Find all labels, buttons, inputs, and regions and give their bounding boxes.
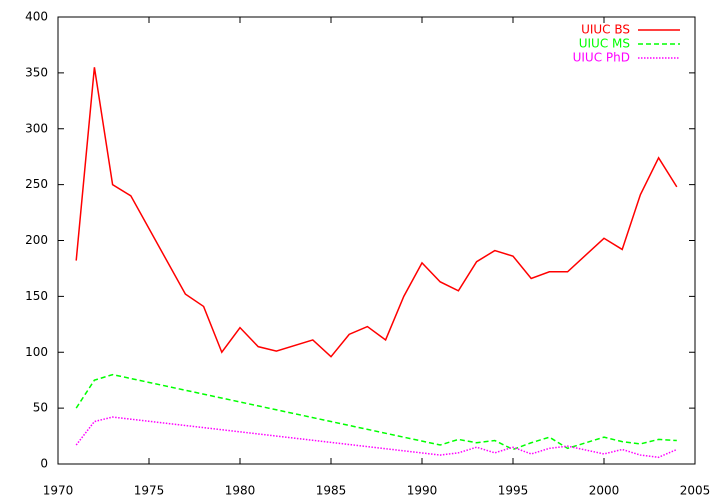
series-line — [75, 67, 678, 358]
y-tick-label: 150 — [25, 289, 48, 303]
y-tick-label: 250 — [25, 177, 48, 191]
y-tick-label: 100 — [25, 345, 48, 359]
y-tick-label: 200 — [25, 233, 48, 247]
y-tick-label: 350 — [25, 65, 48, 79]
y-tick-label: 400 — [25, 10, 48, 24]
x-tick-label: 1995 — [498, 484, 529, 498]
series-line — [75, 373, 677, 451]
x-tick-label: 2005 — [680, 484, 711, 498]
y-tick-label: 0 — [40, 457, 48, 471]
y-tick-label: 50 — [33, 401, 48, 415]
legend-label: UIUC BS — [581, 23, 630, 37]
legend-label: UIUC PhD — [573, 51, 630, 65]
legend-label: UIUC MS — [579, 37, 630, 51]
x-tick-label: 1985 — [316, 484, 347, 498]
plot-frame — [57, 16, 696, 465]
y-tick-label: 300 — [25, 121, 48, 135]
series-line — [75, 416, 678, 459]
x-tick-label: 1975 — [134, 484, 165, 498]
x-tick-label: 1990 — [407, 484, 438, 498]
x-tick-label: 1970 — [43, 484, 74, 498]
x-tick-label: 1980 — [225, 484, 256, 498]
x-tick-label: 2000 — [589, 484, 620, 498]
